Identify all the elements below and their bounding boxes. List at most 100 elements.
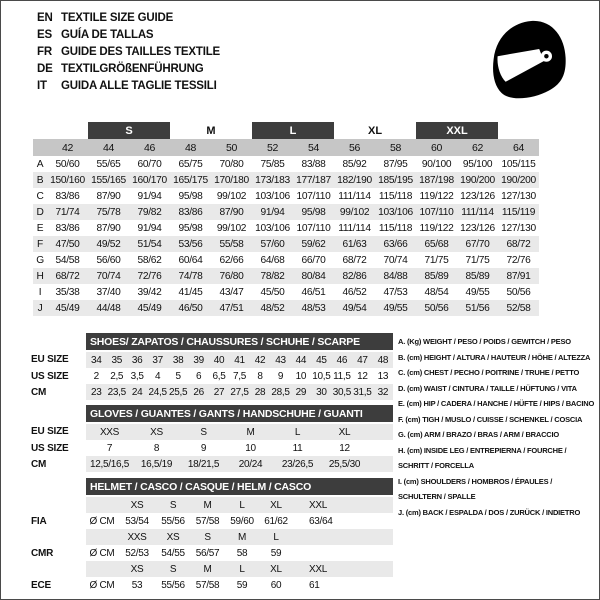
cell: 68/72 (342, 254, 367, 266)
row-label: J (33, 300, 47, 316)
language-title-list: EN TEXTILE SIZE GUIDE ES GUÍA DE TALLAS FR GU… (37, 9, 220, 94)
cell: 83/86 (170, 204, 211, 220)
cell: 34 (86, 351, 107, 368)
spacer-cell (31, 405, 86, 423)
cell (293, 545, 393, 561)
shoes-title-bar: SHOES/ ZAPATOS / CHAUSSURES / SCHUHE / S… (86, 333, 394, 352)
cell: 62/66 (219, 254, 244, 266)
cell: 127/130 (501, 222, 536, 234)
cell: 51/54 (129, 236, 170, 252)
cell (293, 529, 394, 545)
cell: 103/106 (255, 190, 290, 202)
cell: 45/49 (129, 300, 170, 316)
column-header: 64 (498, 139, 540, 156)
table-row: A 50/60 55/65 60/70 65/75 70/80 75/85 83/88 85/9… (33, 156, 539, 172)
cell: 51/56 (457, 300, 499, 316)
gloves-header-row: GLOVES / GUANTES / GANTS / HANDSCHUHE / … (31, 405, 394, 424)
legend-item: C. (cm) CHEST / PECHO / POITRINE / TRUHE… (398, 368, 580, 377)
cell: 10 (295, 370, 307, 382)
cell: 52/53 (125, 547, 149, 559)
cell: 46/50 (170, 300, 211, 316)
cell: Ø CM (89, 547, 115, 559)
cell: 103/106 (255, 222, 290, 234)
language-title: TEXTILE SIZE GUIDE (61, 11, 174, 24)
cell: 65/75 (178, 158, 203, 170)
filler-cell (368, 456, 394, 472)
legend-item: E. (cm) HIP / CADERA / HANCHE / HÜFTE / … (398, 399, 595, 408)
size-group-m: M (206, 124, 216, 137)
cell: 10 (245, 442, 256, 454)
cell: 70/80 (219, 158, 244, 170)
cell: 2,5 (110, 370, 124, 382)
table-row: F 47/50 49/52 51/54 53/56 55/58 57/60 59/62 61/6… (33, 236, 540, 252)
cell: M (190, 496, 225, 513)
table-row: US SIZE 7 8 9 10 11 12 (31, 440, 393, 456)
cell: 37/40 (96, 286, 121, 298)
cell: 177/187 (293, 172, 335, 188)
size-group-xl: XL (368, 124, 383, 137)
cell: 68/72 (47, 268, 88, 284)
cell: 16,5/19 (133, 456, 180, 472)
cell: 53/54 (125, 515, 149, 527)
spacer-cell (33, 122, 47, 139)
cell: 30 (311, 384, 332, 400)
helmet-title-bar: HELMET / CASCO / CASQUE / HELM / CASCO (86, 478, 394, 497)
cell: 49/52 (88, 236, 129, 252)
cell: 127/130 (501, 190, 536, 202)
row-label: G (36, 254, 44, 266)
helmet-header-row: HELMET / CASCO / CASQUE / HELM / CASCO (31, 478, 394, 497)
cell: L (274, 423, 321, 440)
cell: 8 (153, 442, 160, 454)
cell: 99/102 (216, 190, 247, 202)
cell: 105/115 (501, 158, 536, 170)
cell: 18/21,5 (180, 456, 227, 472)
table-row: J 45/49 44/48 45/49 46/50 47/51 48/52 48/53 49/5… (33, 300, 540, 316)
cell: 50/56 (506, 286, 531, 298)
cell: 41/45 (178, 286, 203, 298)
cell: 36 (126, 351, 148, 368)
cell: 182/190 (334, 172, 376, 188)
cell: 91/94 (137, 190, 162, 202)
cell: 46/51 (301, 286, 326, 298)
row-label: E (36, 222, 44, 234)
column-header: 62 (457, 139, 499, 156)
cell: 11,5 (333, 370, 351, 382)
cell: 42 (249, 351, 271, 368)
cell: 72/76 (129, 268, 170, 284)
cell: 60 (270, 579, 282, 591)
cell: 11 (292, 442, 303, 454)
cell: 43/47 (219, 286, 244, 298)
language-code: IT (37, 79, 47, 92)
row-label: H (33, 268, 47, 284)
cell: 79/82 (129, 204, 170, 220)
row-label: EU SIZE (31, 426, 69, 437)
cell: 45 (311, 351, 332, 368)
table-row: I 35/38 37/40 39/42 41/45 43/47 45/50 46/51 46/5… (33, 284, 539, 300)
cell: 59/62 (293, 236, 335, 252)
table-row: XS S M L XL XXL (31, 496, 394, 513)
cell: 165/175 (170, 172, 211, 188)
legend-item: D. (cm) WAIST / CINTURA / TAILLE / HÜFTU… (398, 383, 577, 393)
cell: 65/68 (416, 236, 458, 252)
cell: 44 (290, 351, 312, 368)
cell: 63/64 (309, 515, 333, 527)
row-label: D (33, 204, 47, 220)
cell: 123/126 (460, 222, 495, 234)
cell: 115/119 (498, 204, 540, 220)
cell: 45/50 (260, 286, 285, 298)
cell: 50/56 (416, 300, 458, 316)
cell: 48/52 (252, 300, 294, 316)
column-header: 48 (170, 139, 211, 156)
cell: 111/114 (338, 222, 371, 234)
cell: 20/24 (227, 456, 274, 472)
language-title: TEXTILGRÖßENFÜHRUNG (61, 62, 204, 75)
cell: 4 (155, 370, 161, 382)
racing-helmet-icon (488, 15, 568, 107)
cell: 71/75 (465, 254, 490, 266)
measurement-rows: A 50/60 55/65 60/70 65/75 70/80 75/85 83/88 85/9… (33, 156, 540, 316)
cell: 53 (131, 579, 143, 591)
table-row: ECE Ø CM 53 55/56 57/58 59 60 61 (31, 577, 393, 593)
table-row: D 71/74 75/78 79/82 83/86 87/90 91/94 95/98 99/1… (33, 204, 540, 220)
cell: 7 (106, 442, 113, 454)
